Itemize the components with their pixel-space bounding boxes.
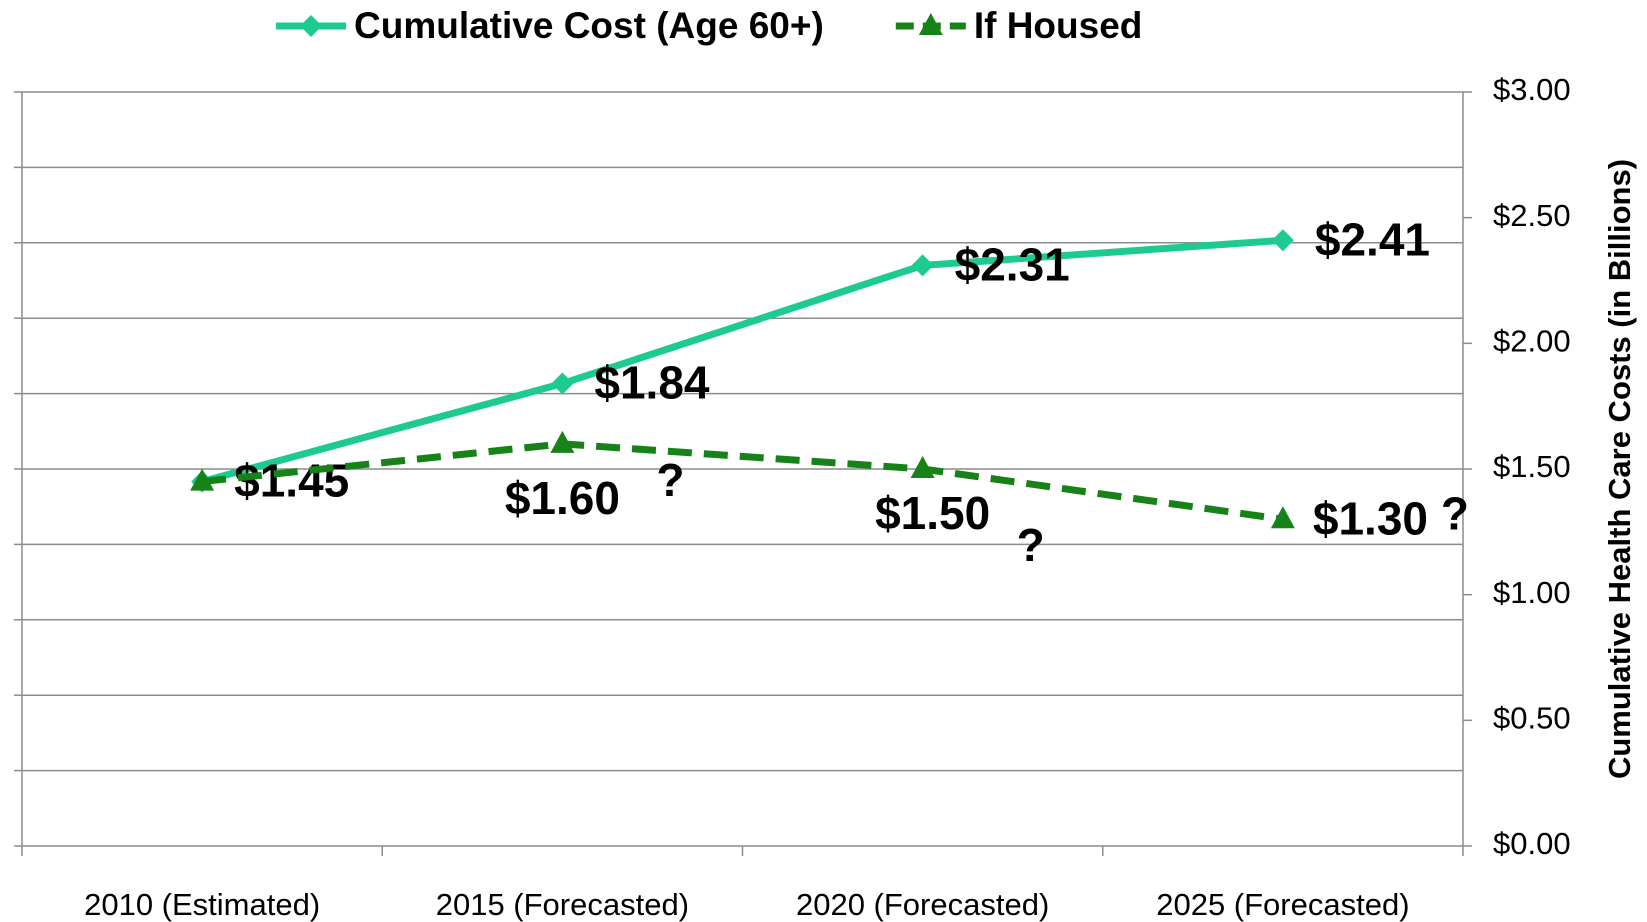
y2-tick-label: $1.00 [1493, 575, 1571, 610]
legend-label: Cumulative Cost (Age 60+) [354, 5, 824, 46]
annotation: ? [656, 454, 684, 506]
legend-label: If Housed [974, 5, 1143, 46]
marker [911, 254, 934, 277]
y2-tick-label: $1.50 [1493, 449, 1571, 484]
data-label: $2.41 [1315, 213, 1430, 265]
y2-tick-label: $2.00 [1493, 324, 1571, 359]
x-tick-label: 2015 (Forecasted) [436, 887, 689, 922]
y2-tick-label: $0.50 [1493, 701, 1571, 736]
y2-tick-label: $0.00 [1493, 826, 1571, 861]
legend-marker [300, 15, 322, 37]
annotation: ? [1017, 519, 1045, 571]
annotation: ? [1441, 487, 1469, 539]
marker [550, 430, 575, 453]
data-label: $2.31 [955, 239, 1070, 291]
x-tick-label: 2025 (Forecasted) [1156, 887, 1409, 922]
data-label: $1.84 [594, 357, 710, 409]
y2-axis-title: Cumulative Health Care Costs (in Billion… [1602, 159, 1637, 779]
series-line [201, 440, 1284, 523]
legend-marker [918, 13, 943, 35]
data-label: $1.30 [1313, 492, 1428, 544]
y2-tick-label: $2.50 [1493, 198, 1571, 233]
x-tick-label: 2010 (Estimated) [84, 887, 320, 922]
marker [1271, 229, 1294, 252]
y2-tick-label: $3.00 [1493, 72, 1571, 107]
marker [910, 456, 935, 478]
data-label: $1.45 [234, 455, 349, 507]
series-line [201, 236, 1284, 485]
marker [190, 468, 215, 491]
x-tick-label: 2020 (Forecasted) [796, 887, 1049, 922]
marker [551, 372, 574, 395]
data-label: $1.60 [505, 472, 620, 524]
marker [1270, 506, 1295, 529]
data-label: $1.50 [875, 487, 990, 539]
